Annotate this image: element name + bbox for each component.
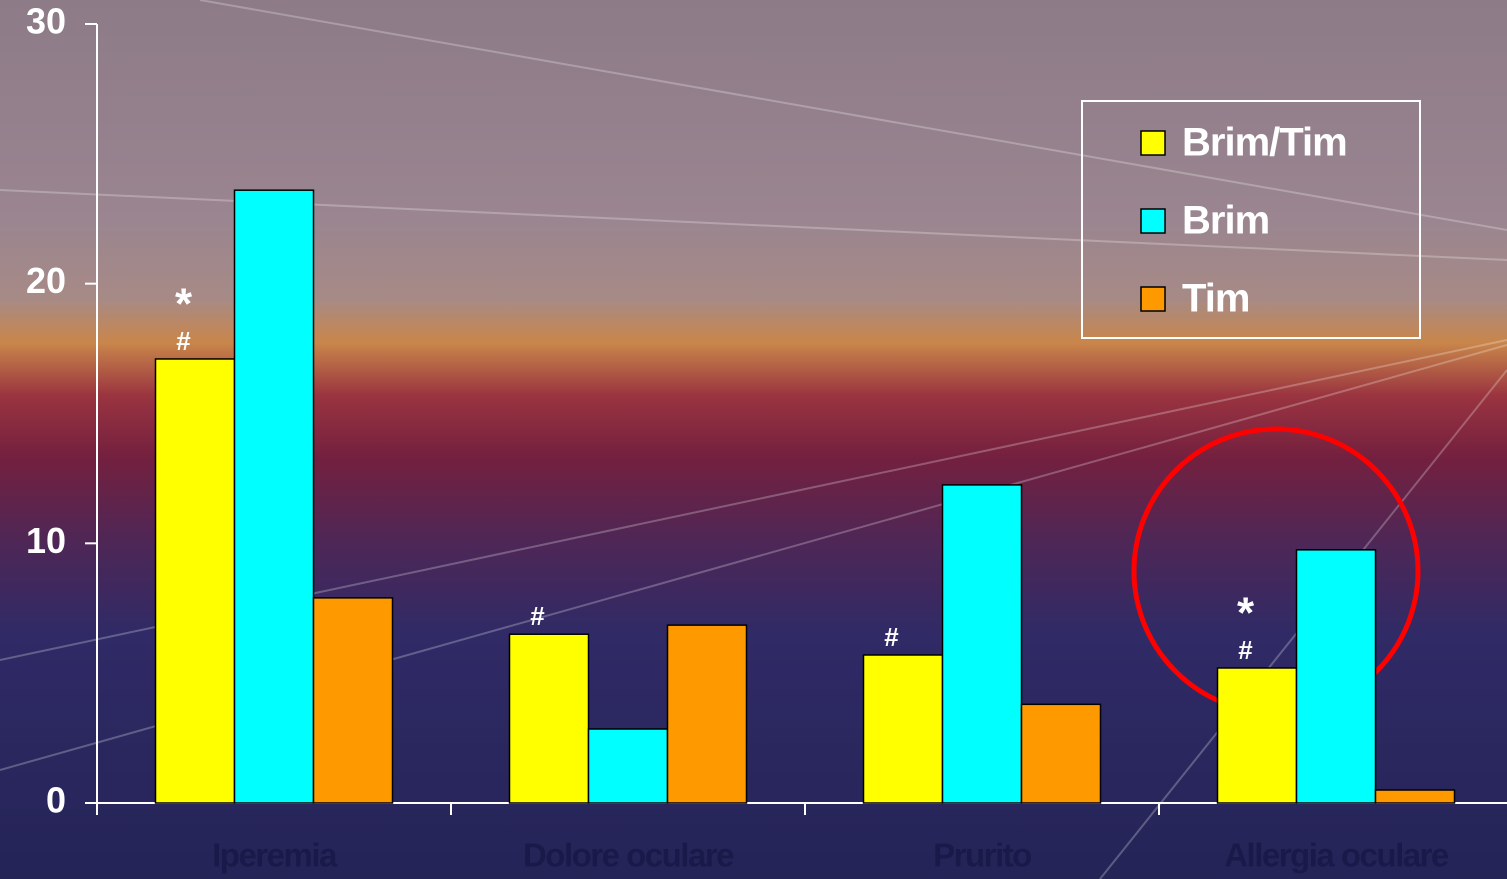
annotation: # <box>176 326 191 356</box>
bar <box>154 358 236 804</box>
x-tick-label: Iperemia <box>212 837 338 874</box>
bar <box>1020 703 1102 804</box>
bar <box>1295 549 1377 804</box>
y-tick-label: 0 <box>46 780 66 821</box>
legend-swatch <box>1140 286 1166 312</box>
bar <box>1374 789 1456 804</box>
y-tick-label: 30 <box>26 1 66 42</box>
annotation: * <box>1237 589 1255 638</box>
annotation: # <box>884 622 899 652</box>
bar <box>862 654 944 804</box>
bar <box>312 597 394 804</box>
y-tick-label: 10 <box>26 520 66 561</box>
x-tick-label: Dolore oculare <box>523 837 734 874</box>
legend-swatch <box>1140 208 1166 234</box>
bar <box>941 484 1023 804</box>
bar <box>666 624 748 804</box>
bar <box>1216 667 1298 804</box>
legend-box <box>1081 100 1421 339</box>
legend-label: Brim <box>1182 199 1269 243</box>
bar <box>508 633 590 804</box>
bar <box>587 728 669 804</box>
x-tick-label: Prurito <box>933 837 1031 874</box>
x-tick-label: Allergia oculare <box>1224 837 1449 874</box>
annotation: * <box>175 280 193 329</box>
y-tick-label: 20 <box>26 260 66 301</box>
legend-label: Brim/Tim <box>1182 121 1347 165</box>
annotation: # <box>530 601 545 631</box>
legend-swatch <box>1140 130 1166 156</box>
legend-label: Tim <box>1182 277 1249 321</box>
annotation: # <box>1238 635 1253 665</box>
bar <box>233 189 315 804</box>
